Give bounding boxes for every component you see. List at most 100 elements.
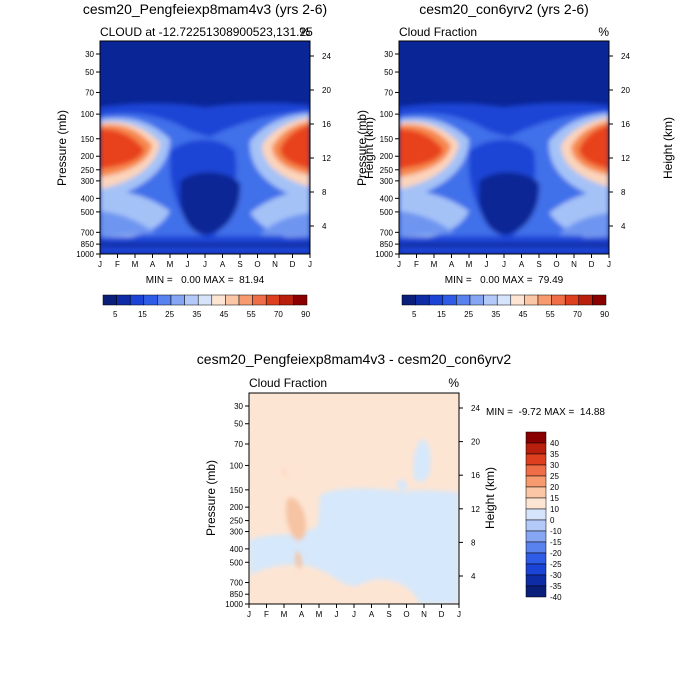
panel-1-y-ticks-right: 24 20 16 12 8 4: [310, 52, 331, 231]
colorbar-label: -20: [550, 549, 562, 558]
x-tick-label: D: [589, 260, 595, 269]
colorbar-swatch: [525, 552, 547, 565]
y-right-tick-label: 16: [322, 120, 331, 129]
colorbar-label: -25: [550, 560, 562, 569]
colorbar-label: -40: [550, 593, 562, 602]
colorbar-swatch: [578, 294, 593, 306]
y-tick-label: 300: [230, 528, 244, 537]
y-tick-label: 850: [81, 240, 95, 249]
y-tick-label: 400: [380, 194, 394, 203]
panel-1: cesm20_Pengfeiexp8mam4v3 (yrs 2-6) CLOUD…: [55, 1, 376, 319]
colorbar-swatch: [415, 294, 430, 306]
colorbar-swatch: [469, 294, 484, 306]
x-tick-label: J: [607, 260, 611, 269]
colorbar-swatch: [525, 486, 547, 499]
y-tick-label: 30: [85, 50, 94, 59]
y-tick-label: 50: [234, 420, 243, 429]
x-tick-label: M: [316, 610, 323, 619]
y-right-tick-label: 8: [621, 188, 626, 197]
panel-2-units: %: [598, 25, 609, 39]
x-tick-label: J: [352, 610, 356, 619]
y-tick-label: 500: [380, 208, 394, 217]
x-tick-label: A: [150, 260, 156, 269]
y-right-tick-label: 4: [621, 222, 626, 231]
colorbar-swatch: [456, 294, 471, 306]
x-tick-label: A: [519, 260, 525, 269]
y-right-tick-label: 20: [322, 86, 331, 95]
x-tick-label: M: [466, 260, 473, 269]
y-tick-label: 50: [85, 68, 94, 77]
colorbar-swatch: [525, 442, 547, 455]
colorbar-swatch: [537, 294, 552, 306]
colorbar-swatch: [525, 453, 547, 466]
colorbar-label: -15: [550, 538, 562, 547]
panel-1-contour-field: [100, 41, 310, 254]
x-tick-label: O: [553, 260, 559, 269]
x-tick-label: M: [281, 610, 288, 619]
panel-1-subtitle: CLOUD at -12.72251308900523,131.25: [100, 25, 313, 39]
panel-1-units: %: [299, 25, 310, 39]
colorbar-label: 45: [220, 310, 229, 319]
x-tick-label: J: [397, 260, 401, 269]
y-right-tick-label: 8: [322, 188, 327, 197]
y-tick-label: 700: [230, 579, 244, 588]
y-right-tick-label: 20: [471, 438, 480, 447]
colorbar-label: 10: [550, 505, 559, 514]
x-tick-label: J: [203, 260, 207, 269]
colorbar-label: 40: [550, 439, 559, 448]
panel-3-ylabel: Pressure (mb): [204, 460, 218, 536]
colorbar-label: 5: [412, 310, 417, 319]
panel-3-subtitle: Cloud Fraction: [249, 376, 327, 390]
panel-2-y-ticks-right: 24 20 16 12 8 4: [609, 52, 630, 231]
colorbar-swatch: [592, 294, 607, 306]
y-tick-label: 500: [81, 208, 95, 217]
y-tick-label: 250: [81, 166, 95, 175]
x-tick-label: D: [439, 610, 445, 619]
colorbar-swatch: [238, 294, 253, 306]
x-tick-label: A: [220, 260, 226, 269]
y-right-tick-label: 8: [471, 538, 476, 547]
panel-2-title: cesm20_con6yrv2 (yrs 2-6): [419, 1, 589, 17]
panel-1-ylabel: Pressure (mb): [55, 110, 69, 186]
colorbar-label: 25: [165, 310, 174, 319]
panel-3: cesm20_Pengfeiexp8mam4v3 - cesm20_con6yr…: [197, 351, 606, 619]
y-tick-label: 100: [81, 110, 95, 119]
x-tick-label: A: [369, 610, 375, 619]
y-tick-label: 700: [380, 228, 394, 237]
y-tick-label: 150: [230, 486, 244, 495]
colorbar-swatch: [225, 294, 240, 306]
colorbar-swatch: [524, 294, 539, 306]
y-tick-label: 150: [81, 135, 95, 144]
y-tick-label: 70: [85, 88, 94, 97]
colorbar-swatch: [525, 541, 547, 554]
x-tick-label: J: [335, 610, 339, 619]
x-tick-label: J: [308, 260, 312, 269]
colorbar-swatch: [211, 294, 226, 306]
colorbar-swatch: [293, 294, 308, 306]
y-right-tick-label: 16: [471, 471, 480, 480]
y-tick-label: 300: [81, 177, 95, 186]
colorbar-swatch: [157, 294, 172, 306]
y-right-tick-label: 24: [621, 52, 630, 61]
x-tick-label: D: [290, 260, 296, 269]
colorbar-swatch: [483, 294, 498, 306]
colorbar-swatch: [525, 475, 547, 488]
x-tick-label: S: [386, 610, 391, 619]
colorbar-label: 55: [546, 310, 555, 319]
y-tick-label: 200: [380, 152, 394, 161]
y-tick-label: 50: [384, 68, 393, 77]
y-tick-label: 70: [234, 440, 243, 449]
colorbar-label: -35: [550, 582, 562, 591]
y-tick-label: 300: [380, 177, 394, 186]
y-tick-label: 100: [380, 110, 394, 119]
colorbar-swatch: [525, 563, 547, 576]
colorbar-label: 90: [600, 310, 609, 319]
colorbar-label: 15: [437, 310, 446, 319]
colorbar-swatch: [551, 294, 566, 306]
y-right-tick-label: 4: [471, 572, 476, 581]
x-tick-label: S: [237, 260, 242, 269]
y-right-tick-label: 24: [471, 404, 480, 413]
y-tick-label: 250: [380, 166, 394, 175]
